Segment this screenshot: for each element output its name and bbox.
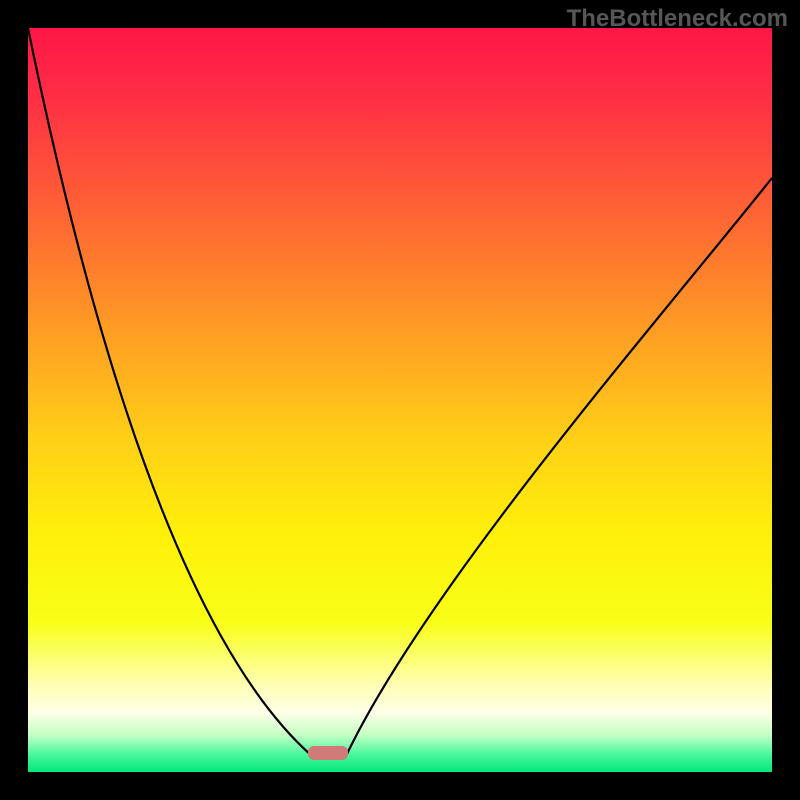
- chart-container: TheBottleneck.com: [0, 0, 800, 800]
- bottleneck-marker: [308, 746, 348, 760]
- watermark-text: TheBottleneck.com: [567, 5, 788, 33]
- plot-svg: [0, 0, 800, 800]
